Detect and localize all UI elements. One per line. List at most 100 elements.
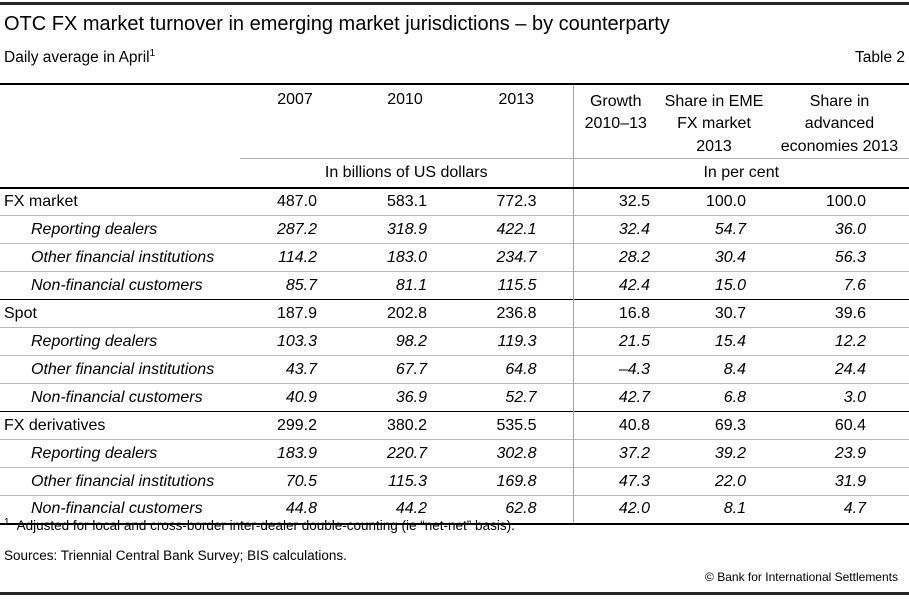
cell-value: 422.1 (460, 215, 573, 244)
cell-value: 70.5 (240, 467, 350, 496)
cell-value: 39.6 (770, 299, 909, 328)
cell-value: 40.9 (240, 383, 350, 412)
cell-value: 15.4 (658, 327, 770, 356)
cell-value: 287.2 (240, 215, 350, 244)
unit-header-percent: In per cent (572, 158, 909, 189)
cell-value: 31.9 (770, 467, 909, 496)
cell-value: 43.7 (240, 355, 350, 384)
cell-value: 380.2 (350, 411, 460, 440)
cell-value: 44.8 (240, 495, 350, 525)
sub-row: Reporting dealers 103.3 98.2 119.3 21.5 15.4 1… (0, 327, 909, 356)
cell-value: 302.8 (460, 439, 573, 468)
cell-value: 187.9 (240, 299, 350, 328)
cell-value: 22.0 (658, 467, 770, 496)
cell-value: 30.7 (658, 299, 770, 328)
unit-header-billions: In billions of US dollars (240, 158, 573, 189)
sub-row: Reporting dealers 183.9 220.7 302.8 37.2 39.2… (0, 439, 909, 468)
cell-value: 23.9 (770, 439, 909, 468)
cell-value: 64.8 (460, 355, 573, 384)
cell-value: 103.3 (240, 327, 350, 356)
cell-value: 772.3 (496, 192, 537, 210)
cell-value: 3.0 (770, 383, 909, 412)
cell-value: 4.7 (770, 495, 909, 525)
sub-row: Reporting dealers 287.2 318.9 422.1 32.4 54.7… (0, 215, 909, 244)
cell-value: 67.7 (350, 355, 460, 384)
cell-value: 119.3 (460, 327, 573, 356)
cell-value: 98.2 (350, 327, 460, 356)
cell-value: 40.8 (572, 411, 658, 440)
cell-value: 62.8 (460, 495, 573, 525)
section-row: FX market 487.0 583.1 772.3 32.5 100.0 100.0 (0, 187, 909, 216)
cell-value: 52.7 (460, 383, 573, 412)
cell-value: 42.7 (572, 383, 658, 412)
cell-value: 21.5 (572, 327, 658, 356)
row-label: Reporting dealers (0, 327, 240, 356)
unit-header-spacer (0, 158, 240, 189)
year-header-row: 2007 2010 2013 Growth 2010–13 Share in E… (0, 84, 909, 159)
cell-value: 100.0 (705, 192, 746, 210)
subtitle-footnote-marker: 1 (149, 47, 156, 59)
cell-value: 115.5 (460, 271, 573, 300)
cell-value: 42.4 (572, 271, 658, 300)
cell-value: 32.4 (572, 215, 658, 244)
subtitle-row: Daily average in April1 Table 2 (4, 47, 905, 67)
data-table: 2007 2010 2013 Growth 2010–13 Share in E… (0, 83, 909, 525)
page-title: OTC FX market turnover in emerging marke… (4, 13, 670, 35)
sub-row: Non-financial customers 44.8 44.2 62.8 42.0 8… (0, 495, 909, 525)
cell-value: 36.9 (350, 383, 460, 412)
cell-value: 8.1 (658, 495, 770, 525)
cell-value: 299.2 (240, 411, 350, 440)
cell-value: 220.7 (350, 439, 460, 468)
cell-value: 42.0 (572, 495, 658, 525)
row-label: Spot (0, 299, 240, 328)
footnote: 1 Adjusted for local and cross-border int… (4, 516, 884, 533)
cell-value: 69.3 (658, 411, 770, 440)
header-spacer (0, 84, 240, 159)
column-header-2013: 2013 (498, 91, 535, 108)
cell-value: 318.9 (350, 215, 460, 244)
column-header-growth: Growth 2010–13 (572, 84, 658, 159)
bottom-rule (0, 592, 909, 595)
subtitle: Daily average in April1 (4, 47, 156, 67)
row-label: Non-financial customers (0, 271, 240, 300)
table-body: FX market 487.0 583.1 772.3 32.5 100.0 100.0 Re… (0, 187, 909, 525)
cell-value: 15.0 (658, 271, 770, 300)
cell-value: 44.2 (350, 495, 460, 525)
column-header-share-eme: Share in EME FX market 2013 (664, 93, 764, 155)
row-label: Other financial institutions (0, 355, 240, 384)
cell-value: 56.3 (770, 243, 909, 272)
cell-value: 24.4 (770, 355, 909, 384)
section-row: Spot 187.9 202.8 236.8 16.8 30.7 39.6 (0, 299, 909, 328)
subtitle-text: Daily average in April (4, 49, 150, 66)
cell-value: 6.8 (658, 383, 770, 412)
copyright-line: © Bank for International Settlements (705, 570, 898, 584)
sub-row: Other financial institutions 70.5 115.3 169… (0, 467, 909, 496)
cell-value: 487.0 (276, 192, 317, 210)
footnote-marker: 1 (4, 516, 10, 528)
cell-value: 47.3 (572, 467, 658, 496)
row-label: Other financial institutions (0, 467, 240, 496)
cell-value: 183.0 (350, 243, 460, 272)
row-label: Non-financial customers (0, 383, 240, 412)
cell-value: 169.8 (460, 467, 573, 496)
cell-value: 7.6 (770, 271, 909, 300)
row-label: Non-financial customers (0, 495, 240, 525)
cell-value: 12.2 (770, 327, 909, 356)
cell-value: 8.4 (658, 355, 770, 384)
column-header-2007: 2007 (277, 91, 313, 108)
top-rule (0, 2, 909, 5)
cell-value: 100.0 (825, 192, 866, 210)
cell-value: –4.3 (572, 355, 658, 384)
cell-value: 36.0 (770, 215, 909, 244)
table-number-label: Table 2 (855, 49, 905, 66)
cell-value: 32.5 (572, 187, 658, 216)
cell-value: 28.2 (572, 243, 658, 272)
cell-value: 535.5 (460, 411, 573, 440)
cell-value: 37.2 (572, 439, 658, 468)
column-header-share-advanced: Share in advanced economies 2013 (780, 93, 899, 155)
cell-value: 114.2 (240, 243, 350, 272)
row-label: Reporting dealers (0, 215, 240, 244)
sub-row: Non-financial customers 85.7 81.1 115.5 42.4… (0, 271, 909, 300)
cell-value: 39.2 (658, 439, 770, 468)
